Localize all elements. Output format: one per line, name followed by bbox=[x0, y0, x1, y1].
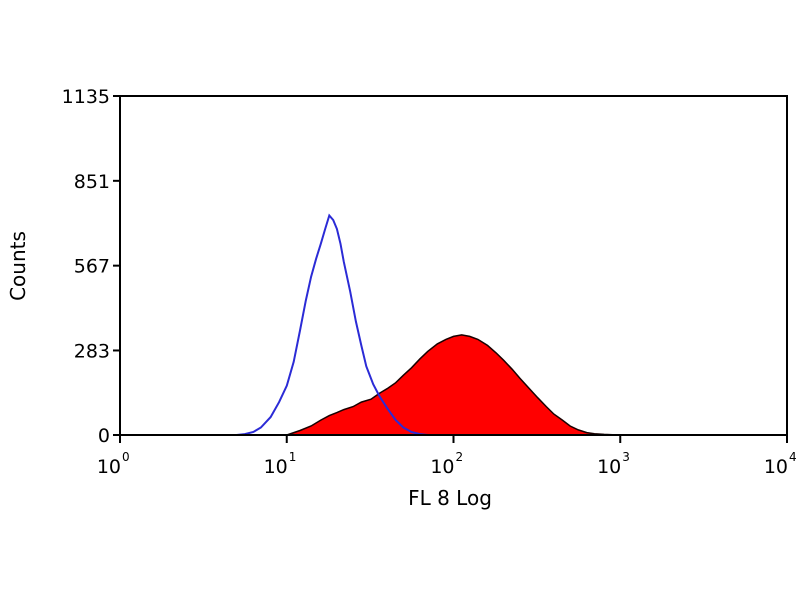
tick-layer bbox=[113, 95, 788, 443]
x-tick-label: 10 bbox=[97, 456, 121, 478]
y-tick-label: 851 bbox=[74, 171, 110, 193]
y-tick-label: 0 bbox=[98, 425, 110, 447]
x-tick-exponent: 2 bbox=[456, 450, 464, 464]
series-layer bbox=[236, 213, 621, 436]
x-tick-label: 10 bbox=[764, 456, 788, 478]
histogram-outline-series bbox=[236, 213, 428, 436]
y-tick-label: 283 bbox=[74, 340, 110, 362]
y-axis-title: Counts bbox=[6, 231, 30, 301]
y-tick-label: 567 bbox=[74, 256, 110, 278]
x-tick-label: 10 bbox=[430, 456, 454, 478]
x-axis-title: FL 8 Log bbox=[408, 486, 492, 510]
x-tick-exponent: 1 bbox=[289, 450, 297, 464]
x-tick-label: 10 bbox=[264, 456, 288, 478]
x-tick-exponent: 0 bbox=[122, 450, 130, 464]
x-tick-exponent: 3 bbox=[622, 450, 630, 464]
histogram-filled-series bbox=[286, 334, 621, 436]
y-tick-label: 1135 bbox=[62, 86, 110, 108]
x-tick-exponent: 4 bbox=[789, 450, 797, 464]
x-tick-label: 10 bbox=[597, 456, 621, 478]
